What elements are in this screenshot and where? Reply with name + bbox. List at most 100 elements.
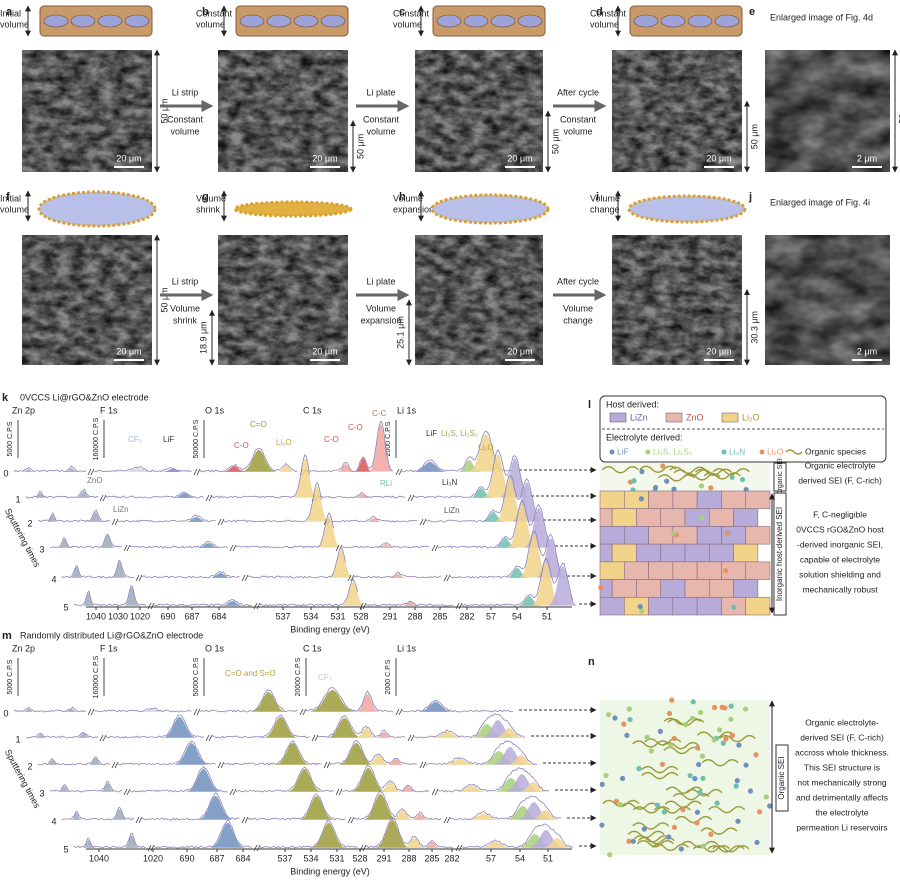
tick-label: 282 — [459, 611, 474, 621]
description: -derived inorganic SEI, — [797, 539, 883, 549]
axis-break — [253, 602, 261, 610]
organic-wave — [641, 765, 679, 774]
icon-cell — [633, 14, 659, 28]
description: and detrimentally affects — [796, 792, 888, 802]
peak-fill — [417, 702, 454, 712]
peak-fill — [196, 543, 221, 548]
peak-annotation: RLi — [380, 479, 392, 488]
peak-fill — [326, 718, 363, 738]
axis-break — [147, 602, 155, 610]
legend-dot — [609, 449, 615, 455]
legend-swatch — [609, 412, 627, 423]
arrow-label: Constant — [560, 114, 597, 124]
peak-fill — [412, 462, 448, 472]
peak-fill — [519, 534, 549, 578]
sei-dot — [696, 761, 702, 768]
peak-fill — [124, 835, 140, 848]
sei-dot — [728, 716, 734, 722]
arrow-label: change — [563, 315, 593, 325]
host-cell — [733, 579, 759, 598]
peak-fill — [274, 743, 311, 765]
sei-dot — [624, 732, 630, 738]
height-label: 30.3 μm — [749, 311, 759, 344]
arrow-label: Constant — [167, 114, 204, 124]
host-cell — [623, 596, 649, 616]
sei-dot — [692, 776, 698, 782]
peak-fill — [46, 760, 59, 765]
peak-fill — [310, 823, 347, 848]
volume-label: volume — [590, 19, 619, 29]
spectrum — [259, 578, 358, 607]
tick-label: 1020 — [143, 853, 163, 863]
host-cell — [708, 543, 734, 563]
host-cell — [648, 526, 674, 545]
height-label: 50 μm — [159, 98, 169, 123]
organic-wave — [639, 465, 677, 473]
caption: Enlarged image of Fig. 4i — [770, 197, 870, 207]
sei-dot — [723, 568, 729, 574]
panel-letter: j — [748, 191, 752, 203]
legend-label: ZnO — [686, 412, 704, 422]
tick-label: 1040 — [89, 853, 109, 863]
icon-frame — [432, 5, 546, 37]
sei-dot — [722, 705, 728, 711]
peak-fill — [160, 469, 185, 472]
sei-dot — [720, 740, 726, 746]
sei-dot — [659, 761, 666, 767]
peak-fill — [423, 842, 441, 848]
peak-fill — [402, 838, 427, 848]
tick-label: 282 — [444, 853, 459, 863]
side-box — [773, 462, 787, 492]
sei-dot — [617, 802, 623, 808]
description: not mechanically strong — [797, 777, 887, 787]
volume-label: Initial — [0, 8, 21, 18]
panel-letter: k — [2, 392, 9, 404]
icon-blob — [430, 193, 550, 225]
axis-break — [135, 574, 143, 582]
axis-break — [229, 788, 237, 796]
spectrum — [401, 699, 514, 713]
volume-label: Volume — [590, 193, 620, 203]
icon-cell — [320, 14, 346, 28]
tick-label: 528 — [353, 611, 368, 621]
axis-break — [443, 816, 451, 824]
peak-fill — [124, 587, 140, 606]
sem-texture — [415, 50, 543, 172]
host-cell — [660, 543, 686, 563]
row-label: 3 — [39, 544, 44, 554]
peak-fill — [184, 517, 209, 522]
axis-break — [99, 734, 107, 742]
peak-fill — [277, 465, 296, 472]
sei-dot — [736, 742, 742, 748]
peak-fill — [542, 838, 573, 848]
host-cell — [733, 508, 759, 527]
volume-label: Constant — [393, 8, 430, 18]
peak-annotation: C-C — [372, 409, 386, 418]
description: capable of electrolyte — [800, 554, 881, 564]
axis-break — [347, 816, 355, 824]
legend-label: LiZn — [630, 412, 648, 422]
element-label: F 1s — [100, 643, 118, 653]
spectrum — [461, 558, 574, 607]
peak-fill — [387, 759, 405, 765]
organic-wave — [652, 843, 689, 852]
peak-fill — [477, 842, 514, 848]
spectrum — [49, 780, 122, 793]
scale-label: 20 μm — [312, 346, 337, 356]
peak-fill — [286, 769, 323, 792]
sei-dot — [753, 752, 759, 758]
spectrum — [353, 790, 442, 821]
caption: Enlarged image of Fig. 4d — [770, 12, 873, 22]
spectrum — [329, 515, 418, 523]
peak-annotation: LiZn — [113, 505, 129, 514]
peak-fill — [399, 786, 417, 792]
organic-wave — [632, 822, 670, 830]
sei-dot — [729, 474, 735, 480]
scale-label: 5000 C.P.S — [7, 421, 14, 456]
peak-fill — [76, 491, 92, 498]
peak-annotation: CF₃ — [128, 435, 142, 444]
volume-label: volume — [393, 19, 422, 29]
row-label: 1 — [15, 734, 20, 744]
sei-dot — [699, 514, 705, 521]
spectrum — [129, 765, 228, 793]
